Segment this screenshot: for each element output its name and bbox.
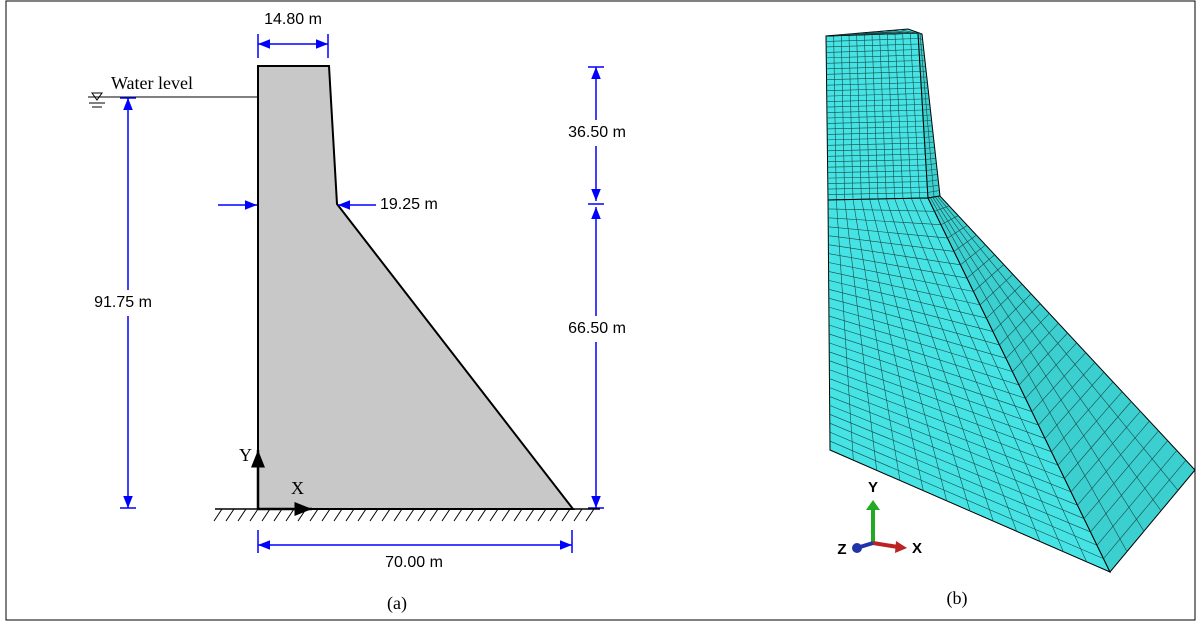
triad-y-head bbox=[866, 500, 880, 510]
triad-label: Z bbox=[837, 541, 846, 558]
hatch-line bbox=[346, 509, 354, 521]
hatch-line bbox=[322, 509, 330, 521]
hatch-line bbox=[514, 509, 522, 521]
hatch-line bbox=[310, 509, 318, 521]
hatch-line bbox=[358, 509, 366, 521]
axis-label: Y bbox=[239, 445, 252, 465]
ground bbox=[214, 509, 600, 521]
hatch-line bbox=[430, 509, 438, 521]
hatch-line bbox=[454, 509, 462, 521]
hatch-line bbox=[214, 509, 222, 521]
dim-label: 91.75 m bbox=[94, 294, 152, 311]
hatch-line bbox=[574, 509, 582, 521]
hatch-line bbox=[562, 509, 570, 521]
hatch-line bbox=[298, 509, 306, 521]
triad-x-head bbox=[895, 541, 907, 553]
hatch-line bbox=[466, 509, 474, 521]
axis-label: X bbox=[291, 478, 304, 498]
dim-label: 70.00 m bbox=[385, 554, 443, 571]
water-level-label: Water level bbox=[111, 73, 193, 93]
triad-label: Y bbox=[868, 479, 878, 496]
caption: (a) bbox=[387, 593, 407, 614]
hatch-line bbox=[370, 509, 378, 521]
caption: (b) bbox=[947, 588, 968, 609]
hatch-line bbox=[394, 509, 402, 521]
water-symbol bbox=[89, 93, 105, 107]
dim-label: 19.25 m bbox=[380, 196, 438, 213]
hatch-line bbox=[490, 509, 498, 521]
dim-label: 36.50 m bbox=[568, 124, 626, 141]
hatch-line bbox=[334, 509, 342, 521]
hatch-line bbox=[478, 509, 486, 521]
hatch-line bbox=[226, 509, 234, 521]
hatch-line bbox=[418, 509, 426, 521]
hatch-line bbox=[526, 509, 534, 521]
hatch-line bbox=[250, 509, 258, 521]
triad-z bbox=[860, 543, 873, 547]
panel-a: Water level 14.80 m 36.50 m 19.25 m 91.7… bbox=[78, 11, 640, 614]
hatch-line bbox=[538, 509, 546, 521]
hatch-line bbox=[550, 509, 558, 521]
triad-label: X bbox=[912, 540, 922, 557]
figure: Water level 14.80 m 36.50 m 19.25 m 91.7… bbox=[0, 0, 1200, 621]
hatch-line bbox=[286, 509, 294, 521]
triad-x bbox=[873, 543, 898, 547]
hatch-line bbox=[262, 509, 270, 521]
dam-section bbox=[258, 66, 573, 509]
hatch-line bbox=[406, 509, 414, 521]
hatch-line bbox=[442, 509, 450, 521]
panel-b-mesh bbox=[826, 29, 1195, 572]
hatch-line bbox=[382, 509, 390, 521]
hatch-line bbox=[502, 509, 510, 521]
triad-z-head bbox=[852, 543, 862, 553]
hatch-line bbox=[274, 509, 282, 521]
dim-label: 66.50 m bbox=[568, 320, 626, 337]
hatch-line bbox=[238, 509, 246, 521]
hatch-line bbox=[586, 509, 594, 521]
dim-label: 14.80 m bbox=[264, 11, 322, 28]
